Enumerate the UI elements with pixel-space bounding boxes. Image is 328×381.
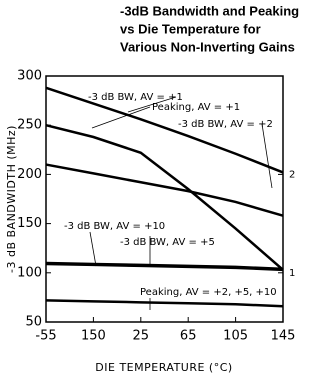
series-annotation: Peaking, AV = +2, +5, +10 [140,287,277,298]
chart-title-line: Various Non-Inverting Gains [120,39,295,54]
series-annotation: -3 dB BW, AV = +1 [88,92,183,103]
y-axis-label: -3 dB BANDWIDTH (MHz) [5,125,18,273]
series-line [45,261,284,271]
y-tick-label: 100 [17,265,42,280]
series-line [45,123,284,271]
x-tick-label: 145 [271,329,296,344]
annotation-arrow [89,231,97,267]
series-annotation: -3 dB BW, AV = +10 [64,221,165,232]
x-tick-label: 65 [180,329,197,344]
y-tick-label: 150 [17,216,42,231]
x-tick-label: 105 [223,329,248,344]
annotation-arrow [91,106,151,129]
y-tick-label: 300 [17,69,42,84]
y-tick-label: 200 [17,167,42,182]
chart-title-line: vs Die Temperature for [120,21,261,36]
x-tick-label: -55 [35,329,56,344]
series-line [45,86,284,174]
x-axis-label: DIE TEMPERATURE (°C) [95,361,232,374]
x-tick-label: 150 [81,329,106,344]
series-annotation: -3 dB BW, AV = +2 [178,119,273,130]
y2-tick-label: 1 [289,268,295,279]
y-tick-label: 50 [25,315,42,330]
y-tick-label: 250 [17,118,42,133]
series-annotation: -3 dB BW, AV = +5 [120,237,215,248]
annotation-arrow [261,123,273,189]
x-tick-label: 25 [133,329,150,344]
y2-tick-label: 2 [289,169,295,180]
chart-title-line: -3dB Bandwidth and Peaking [120,3,299,18]
annotation-arrow [127,96,177,113]
series-line [45,299,284,308]
series-line [45,163,284,217]
plot-frame [45,75,284,323]
series-annotation: Peaking, AV = +1 [152,102,240,113]
